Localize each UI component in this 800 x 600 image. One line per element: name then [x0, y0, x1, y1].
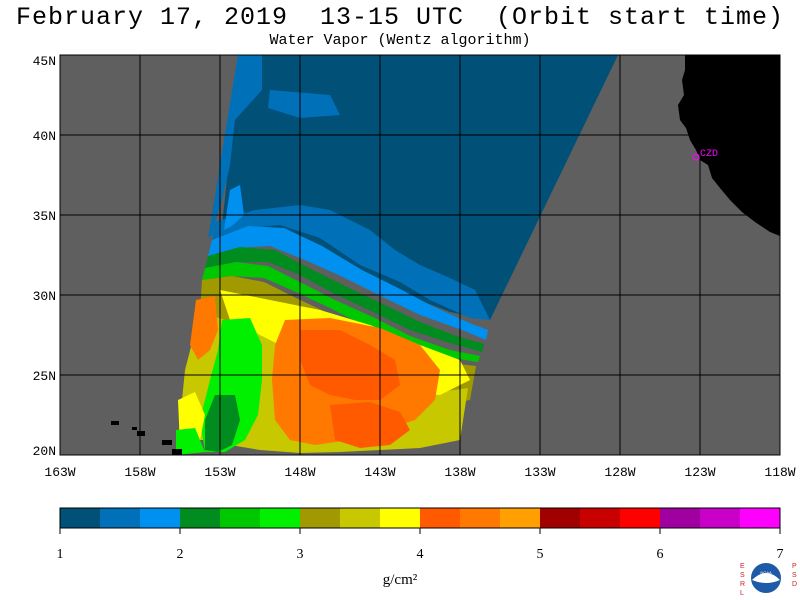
colorbar-swatch [460, 508, 500, 528]
colorbar-swatch [540, 508, 580, 528]
lat-label: 35N [33, 209, 56, 224]
colorbar-swatch [180, 508, 220, 528]
swath-orange-red-patch-2 [330, 402, 410, 448]
logo-center-text: NOAA [760, 570, 772, 575]
colorbar-swatch [740, 508, 780, 528]
colorbar-ticks: 1 2 3 4 5 6 7 [57, 528, 784, 562]
colorbar-swatch [340, 508, 380, 528]
swath-dark-green-band [205, 247, 484, 352]
swath-orange-red-patch [300, 330, 400, 400]
colorbar-tick-label: 4 [417, 547, 424, 562]
hawaii-island-icon [137, 431, 145, 436]
longitude-labels: 163W 158W 153W 148W 143W 138W 133W 128W 123W 118W [44, 465, 795, 480]
lat-label: 20N [33, 444, 56, 459]
colorbar-swatch [420, 508, 460, 528]
latitude-labels: 45N 40N 35N 30N 25N 20N [33, 54, 56, 459]
lon-label: 123W [684, 465, 715, 480]
colorbar-swatch [700, 508, 740, 528]
station-marker: CZD [692, 149, 718, 161]
colorbar-swatch [500, 508, 540, 528]
colorbar-swatch [220, 508, 260, 528]
colorbar-tick-label: 6 [657, 547, 664, 562]
lon-label: 133W [524, 465, 555, 480]
hawaii-island-icon [132, 427, 137, 430]
hawaii-island-icon [111, 421, 119, 425]
colorbar-tick-label: 7 [777, 547, 784, 562]
noaa-bird-icon [752, 573, 780, 583]
map-title: February 17, 2019 13-15 UTC (Orbit start… [15, 3, 785, 32]
colorbar-tick-label: 3 [297, 547, 304, 562]
lat-label: 45N [33, 54, 56, 69]
lon-label: 148W [284, 465, 315, 480]
swath-orange-west [190, 296, 218, 360]
colorbar-tick-label: 2 [177, 547, 184, 562]
lat-label: 30N [33, 289, 56, 304]
swath-dark-green-west [205, 395, 240, 452]
lon-label: 138W [444, 465, 475, 480]
swath-blue-north-strip [268, 90, 340, 118]
colorbar-tick-label: 5 [537, 547, 544, 562]
lon-label: 163W [44, 465, 75, 480]
colorbar-tick-label: 1 [57, 547, 64, 562]
hawaii-island-icon [172, 449, 182, 455]
swath-light-blue-band [208, 226, 488, 340]
colorbar-swatch [660, 508, 700, 528]
lon-label: 153W [204, 465, 235, 480]
station-label: CZD [700, 149, 718, 160]
swath-green-sw [176, 428, 205, 455]
lat-lon-grid [60, 55, 780, 455]
swath-mid-blue-band [212, 205, 490, 320]
hawaii-island-icon [162, 440, 172, 445]
swath-dark-blue [222, 55, 618, 320]
lon-label: 128W [604, 465, 635, 480]
colorbar-swatch [60, 508, 100, 528]
station-icon [692, 153, 700, 161]
colorbar-swatch [260, 508, 300, 528]
north-america-land [678, 55, 780, 236]
colorbar-swatch [300, 508, 340, 528]
colorbar-swatch [100, 508, 140, 528]
swath-mid-blue [208, 55, 262, 238]
lat-label: 25N [33, 369, 56, 384]
colorbar-swatch [380, 508, 420, 528]
swath-green-band [202, 262, 480, 362]
swath-lightblue-north-edge [224, 185, 244, 230]
lon-label: 158W [124, 465, 155, 480]
swath-layer [176, 55, 618, 455]
map-frame [59, 54, 781, 456]
colorbar-swatch [140, 508, 180, 528]
lon-label: 118W [764, 465, 795, 480]
colorbar-unit: g/cm² [382, 572, 418, 588]
lat-label: 40N [33, 129, 56, 144]
lon-label: 143W [364, 465, 395, 480]
colorbar-swatch [620, 508, 660, 528]
colorbar-swatch [580, 508, 620, 528]
map-subtitle: Water Vapor (Wentz algorithm) [269, 32, 531, 49]
colorbar [59, 507, 781, 529]
hawaii-islands-icon [111, 421, 182, 455]
